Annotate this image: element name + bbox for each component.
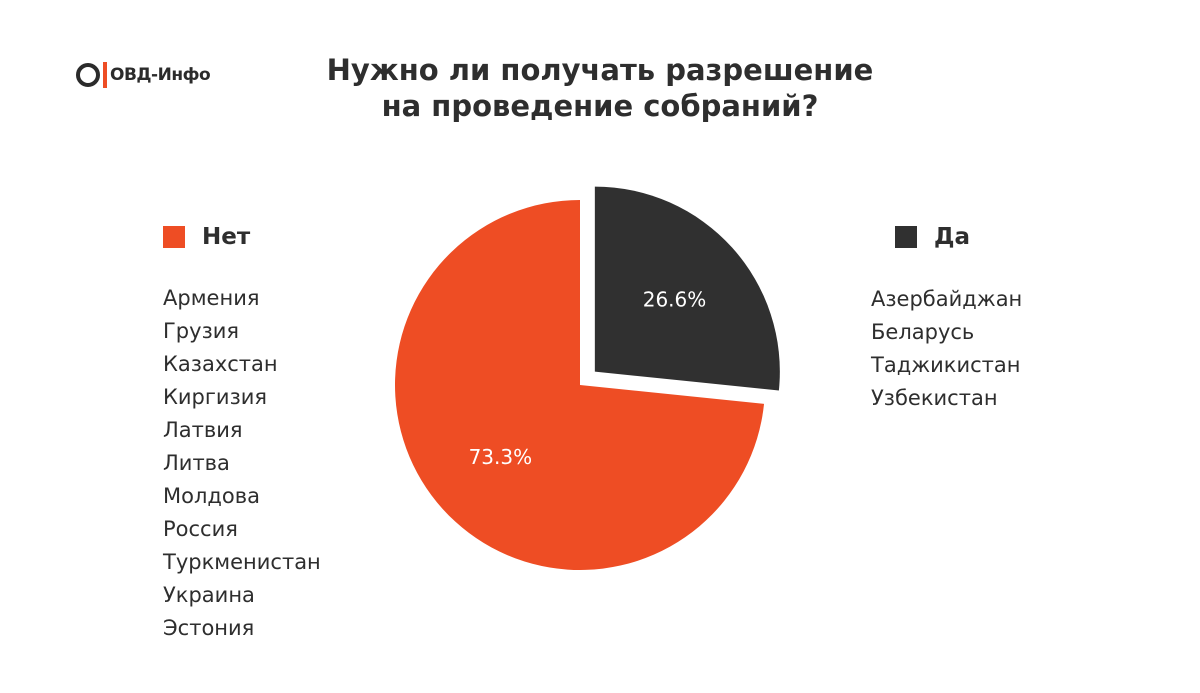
country-item: Беларусь: [871, 320, 975, 344]
country-item: Россия: [163, 517, 238, 541]
country-item: Азербайджан: [871, 287, 1023, 311]
chart-title: Нужно ли получать разрешение на проведен…: [326, 53, 874, 123]
legend-yes-label: Да: [934, 224, 971, 250]
logo: ОВД-Инфо: [76, 60, 211, 90]
country-item: Армения: [163, 286, 260, 310]
country-item: Эстония: [163, 616, 255, 640]
legend-yes-swatch: [895, 226, 917, 248]
legend-no-country-list: Армения Грузия Казахстан Киргизия Латвия Литв…: [163, 282, 321, 645]
legend-yes-country-list: Азербайджан Беларусь Таджикистан Узбекистан: [871, 283, 1022, 415]
legend-no-swatch: [163, 226, 185, 248]
logo-ring-icon: [76, 63, 100, 87]
country-item: Латвия: [163, 418, 243, 442]
legend-no-label: Нет: [202, 224, 251, 250]
logo-text: ОВД-Инфо: [110, 65, 211, 85]
legend-yes: Да: [895, 224, 970, 250]
pie-slice-yes: [594, 186, 780, 391]
country-item: Туркменистан: [163, 550, 321, 574]
country-item: Молдова: [163, 484, 261, 508]
pie-slice-no: [394, 200, 765, 570]
country-item: Казахстан: [163, 352, 278, 376]
logo-bar-icon: [103, 62, 107, 88]
country-item: Таджикистан: [871, 353, 1021, 377]
pie-slice-label-no: 73.3%: [469, 445, 533, 469]
country-item: Украина: [163, 583, 255, 607]
country-item: Узбекистан: [871, 386, 998, 410]
country-item: Грузия: [163, 319, 240, 343]
country-item: Литва: [163, 451, 230, 475]
pie-slice-label-yes: 26.6%: [643, 288, 707, 312]
country-item: Киргизия: [163, 385, 268, 409]
legend-no: Нет: [163, 224, 250, 250]
